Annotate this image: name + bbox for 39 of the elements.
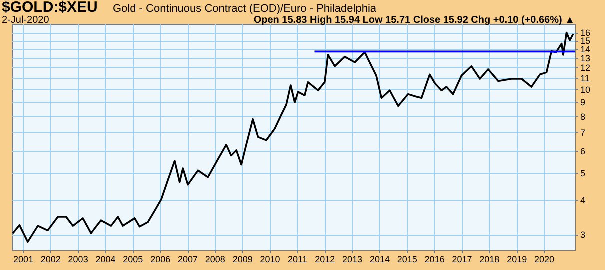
y-tick-label: 9 xyxy=(580,98,586,108)
y-tick-label: 6 xyxy=(580,146,586,156)
x-tick-label: 2001 xyxy=(13,254,34,264)
x-tick-label: 2012 xyxy=(315,254,336,264)
x-tick-label: 2014 xyxy=(370,254,390,264)
x-tick-label: 2003 xyxy=(68,254,88,264)
x-tick-label: 2020 xyxy=(534,254,555,264)
x-tick-label: 2015 xyxy=(397,254,418,264)
x-tick-label: 2007 xyxy=(178,254,198,264)
annotation: 2-Jul-2020 xyxy=(2,15,50,26)
y-tick-label: 3 xyxy=(580,230,586,240)
x-tick-label: 2016 xyxy=(424,254,445,264)
x-tick-label: 2013 xyxy=(342,254,363,264)
y-tick-label: 4 xyxy=(580,195,586,206)
y-tick-label: 15 xyxy=(580,36,591,46)
y-tick-label: 13 xyxy=(580,53,591,64)
y-tick-label: 12 xyxy=(580,62,591,73)
x-tick-label: 2006 xyxy=(150,254,171,264)
y-tick-label: 5 xyxy=(580,168,586,178)
chart-title: $GOLD:$XEU xyxy=(2,0,98,16)
x-tick-label: 2005 xyxy=(123,254,144,264)
y-tick-label: 10 xyxy=(580,84,591,95)
x-tick-label: 2018 xyxy=(480,254,500,264)
y-tick-label: 8 xyxy=(580,112,586,122)
line-series xyxy=(12,32,574,243)
x-tick-label: 2011 xyxy=(288,254,308,264)
x-tick-label: 2004 xyxy=(96,254,116,264)
x-tick-label: 2008 xyxy=(205,254,226,264)
y-tick-label: 14 xyxy=(580,44,591,54)
y-tick-label: 16 xyxy=(580,28,591,38)
x-tick-label: 2010 xyxy=(260,254,280,264)
x-tick-label: 2017 xyxy=(452,254,472,264)
x-tick-label: 2002 xyxy=(40,254,61,264)
chart-subtitle: Gold - Continuous Contract (EOD)/Euro - Philadelphia xyxy=(113,3,378,15)
y-tick-label: 11 xyxy=(580,73,590,84)
x-tick-label: 2009 xyxy=(232,254,253,264)
y-tick-label: 7 xyxy=(580,128,586,138)
annotation: Open 15.83 High 15.94 Low 15.71 Close 15.92 Chg +0.10 (+0.66%) ▲ xyxy=(254,15,575,26)
x-tick-label: 2019 xyxy=(507,254,528,264)
